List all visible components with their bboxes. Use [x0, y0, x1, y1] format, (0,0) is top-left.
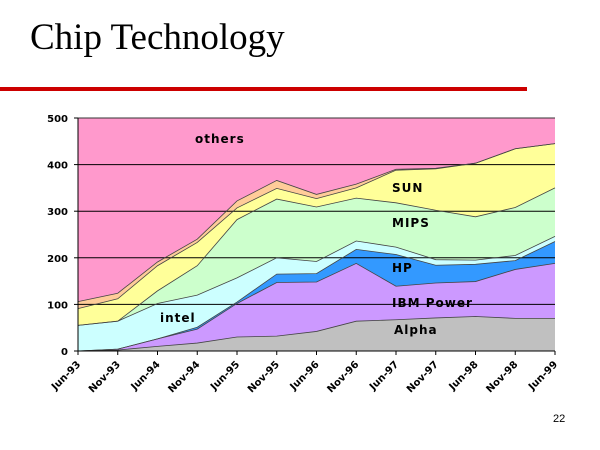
y-tick-label: 0 — [61, 347, 68, 358]
x-tick-label: Jun-94 — [129, 359, 163, 393]
x-tick-label: Jun-98 — [447, 359, 481, 393]
x-tick-label: Nov-96 — [325, 359, 361, 395]
x-tick-label: Nov-94 — [166, 359, 202, 395]
area-sun-5 — [78, 143, 555, 326]
x-tick-label: Nov-95 — [246, 359, 282, 395]
series-boundary-2 — [77, 241, 556, 352]
series-label-sun: SUN — [392, 181, 423, 195]
series-label-others: others — [195, 132, 245, 146]
series-boundary-6 — [77, 143, 556, 302]
y-tick-label: 200 — [47, 254, 68, 265]
y-tick-label: 500 — [47, 114, 68, 125]
area-others-7 — [78, 118, 555, 302]
x-tick-label: Jun-99 — [526, 359, 560, 393]
x-tick-label: Nov-97 — [405, 359, 441, 395]
title-underline — [0, 87, 527, 91]
x-tick-label: Jun-93 — [49, 359, 83, 393]
page-title: Chip Technology — [30, 17, 285, 58]
y-tick-label: 300 — [47, 207, 68, 218]
series-label-mips: MIPS — [392, 216, 430, 230]
x-tick-label: Nov-93 — [87, 359, 123, 395]
x-tick-label: Jun-95 — [208, 359, 242, 393]
x-tick-label: Nov-98 — [484, 359, 520, 395]
area-hp-2 — [78, 241, 555, 351]
y-tick-label: 100 — [47, 300, 68, 311]
series-boundary-0 — [77, 316, 555, 352]
series-boundary-3 — [77, 236, 556, 326]
series-label-ibm-power: IBM Power — [392, 296, 473, 310]
area-mips-4 — [78, 187, 555, 326]
page-number: 22 — [553, 413, 566, 425]
series-label-intel: intel — [160, 311, 196, 325]
series-label-alpha: Alpha — [394, 323, 438, 337]
x-tick-label: Jun-96 — [288, 359, 322, 393]
series-label-hp: HP — [392, 261, 413, 275]
series-boundary-4 — [77, 187, 556, 326]
area-alpha-0 — [78, 316, 555, 351]
x-tick-label: Jun-97 — [367, 359, 401, 393]
y-tick-label: 400 — [47, 161, 68, 172]
